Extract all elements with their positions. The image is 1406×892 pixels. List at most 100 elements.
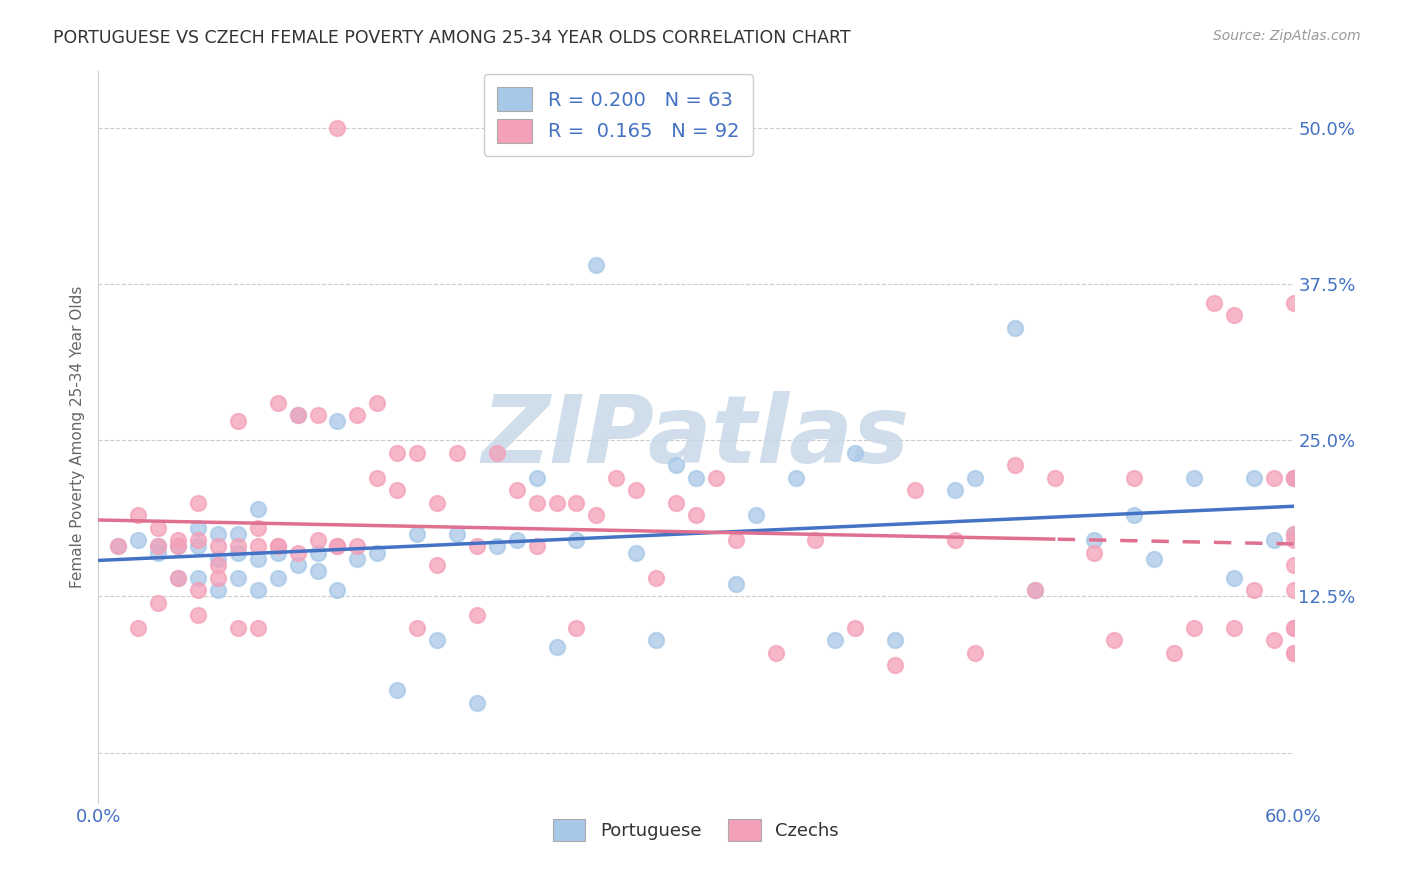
Point	[406, 621, 429, 635]
Point	[963, 646, 986, 660]
Point	[385, 483, 409, 498]
Point	[446, 446, 468, 460]
Point	[226, 527, 249, 541]
Point	[1282, 621, 1305, 635]
Point	[267, 540, 290, 554]
Point	[267, 571, 290, 585]
Point	[148, 540, 170, 554]
Point	[366, 546, 388, 560]
Y-axis label: Female Poverty Among 25-34 Year Olds: Female Poverty Among 25-34 Year Olds	[69, 286, 84, 588]
Point	[187, 540, 209, 554]
Point	[626, 546, 648, 560]
Point	[127, 533, 149, 548]
Point	[1282, 527, 1305, 541]
Point	[765, 646, 787, 660]
Point	[366, 471, 388, 485]
Point	[1123, 471, 1146, 485]
Point	[207, 571, 229, 585]
Point	[943, 483, 966, 498]
Point	[1223, 308, 1246, 322]
Point	[1282, 558, 1305, 573]
Text: Source: ZipAtlas.com: Source: ZipAtlas.com	[1213, 29, 1361, 43]
Point	[1083, 546, 1105, 560]
Point	[1223, 571, 1246, 585]
Point	[148, 596, 170, 610]
Point	[1263, 471, 1285, 485]
Point	[724, 577, 747, 591]
Point	[246, 583, 269, 598]
Point	[246, 521, 269, 535]
Point	[207, 558, 229, 573]
Point	[844, 446, 866, 460]
Point	[1282, 295, 1305, 310]
Point	[148, 546, 170, 560]
Point	[1282, 471, 1305, 485]
Point	[167, 540, 190, 554]
Point	[1223, 621, 1246, 635]
Point	[465, 608, 488, 623]
Point	[107, 540, 129, 554]
Point	[1083, 533, 1105, 548]
Point	[187, 583, 209, 598]
Point	[526, 496, 548, 510]
Point	[426, 496, 449, 510]
Point	[346, 540, 368, 554]
Point	[1143, 552, 1166, 566]
Point	[704, 471, 727, 485]
Point	[226, 546, 249, 560]
Point	[565, 621, 588, 635]
Point	[685, 471, 707, 485]
Point	[1282, 471, 1305, 485]
Legend: Portuguese, Czechs: Portuguese, Czechs	[546, 812, 846, 848]
Point	[824, 633, 846, 648]
Point	[1163, 646, 1185, 660]
Point	[187, 533, 209, 548]
Point	[1282, 646, 1305, 660]
Point	[187, 571, 209, 585]
Point	[267, 395, 290, 409]
Point	[943, 533, 966, 548]
Point	[1282, 471, 1305, 485]
Point	[1104, 633, 1126, 648]
Point	[1004, 458, 1026, 473]
Point	[346, 408, 368, 422]
Point	[385, 683, 409, 698]
Point	[246, 540, 269, 554]
Point	[246, 502, 269, 516]
Point	[506, 533, 529, 548]
Point	[207, 552, 229, 566]
Point	[526, 471, 548, 485]
Point	[167, 533, 190, 548]
Point	[426, 558, 449, 573]
Text: ZIPatlas: ZIPatlas	[482, 391, 910, 483]
Point	[226, 621, 249, 635]
Point	[326, 583, 349, 598]
Point	[187, 608, 209, 623]
Point	[565, 533, 588, 548]
Point	[326, 414, 349, 428]
Point	[485, 540, 508, 554]
Point	[187, 521, 209, 535]
Point	[506, 483, 529, 498]
Point	[546, 640, 568, 654]
Point	[167, 571, 190, 585]
Point	[107, 540, 129, 554]
Point	[246, 552, 269, 566]
Point	[207, 540, 229, 554]
Point	[326, 540, 349, 554]
Point	[565, 496, 588, 510]
Point	[605, 471, 627, 485]
Point	[287, 408, 309, 422]
Point	[1202, 295, 1225, 310]
Point	[1182, 621, 1205, 635]
Point	[246, 621, 269, 635]
Point	[724, 533, 747, 548]
Point	[546, 496, 568, 510]
Point	[346, 552, 368, 566]
Point	[385, 446, 409, 460]
Point	[884, 633, 907, 648]
Point	[287, 408, 309, 422]
Point	[148, 521, 170, 535]
Point	[626, 483, 648, 498]
Point	[127, 508, 149, 523]
